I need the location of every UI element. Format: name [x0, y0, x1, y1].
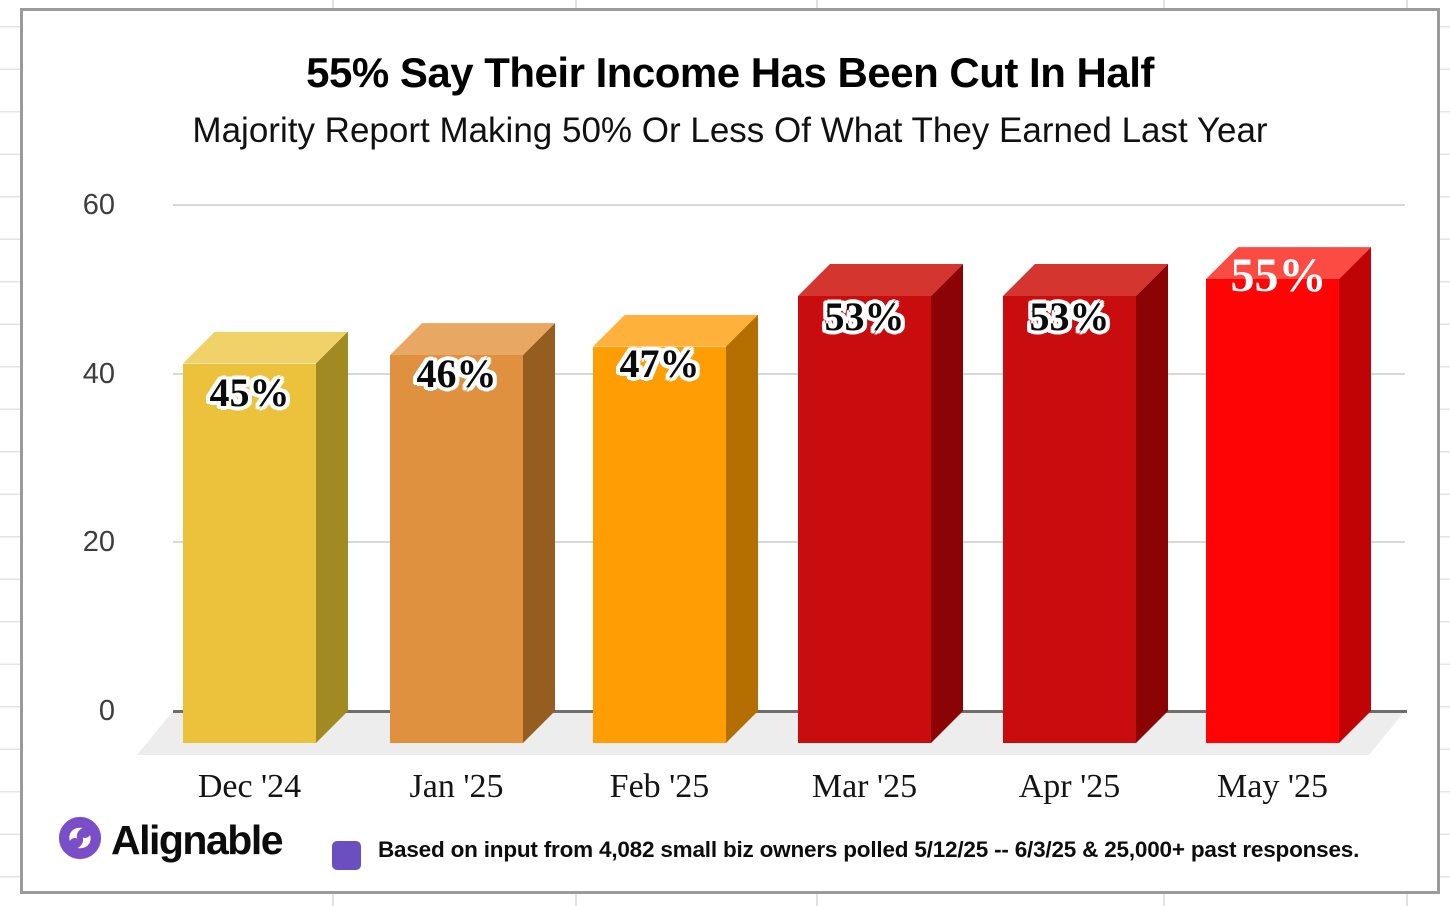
bar-front-face — [1206, 279, 1339, 743]
bar-front-face — [593, 346, 726, 743]
alignable-logotype: Alignable — [111, 817, 284, 863]
floor-shadow — [137, 711, 1405, 755]
bar-value-label: 55% — [1230, 249, 1327, 303]
bar-mar-25 — [798, 264, 963, 743]
bar-top-face — [798, 264, 963, 296]
x-axis-label: May '25 — [1217, 768, 1328, 805]
bar-side-face — [726, 315, 758, 743]
bar-apr-25 — [1003, 264, 1168, 743]
bar-front-face — [798, 296, 931, 743]
bar-value-label: 45% — [209, 369, 290, 415]
bar-front-face — [183, 363, 316, 743]
y-gridline — [173, 204, 1405, 207]
x-axis-line — [173, 710, 1407, 713]
bar-top-face — [593, 315, 758, 347]
y-axis-label: 20 — [82, 526, 115, 559]
bar-feb-25 — [593, 315, 758, 743]
bar-dec-24 — [183, 332, 348, 743]
y-gridline — [173, 372, 1405, 375]
bar-side-face — [523, 323, 555, 743]
bar-side-face — [316, 332, 348, 743]
bar-top-face — [1003, 264, 1168, 296]
chart-title: 55% Say Their Income Has Been Cut In Hal… — [306, 49, 1154, 96]
bar-front-face — [1003, 296, 1136, 743]
bar-front-face — [390, 355, 523, 743]
bar-value-label: 46% — [416, 351, 497, 397]
bar-side-face — [1339, 247, 1371, 743]
bar-top-face — [183, 332, 348, 364]
bar-side-face — [1136, 264, 1168, 743]
bar-value-label: 53% — [1029, 294, 1110, 340]
bar-side-face — [931, 264, 963, 743]
bar-value-label: 47% — [619, 340, 700, 386]
x-axis-label: Feb '25 — [609, 768, 710, 805]
y-axis-label: 0 — [98, 695, 115, 727]
x-axis-label: Dec '24 — [197, 768, 302, 805]
chart-subtitle: Majority Report Making 50% Or Less Of Wh… — [192, 111, 1268, 150]
bar-jan-25 — [390, 323, 555, 743]
bar-top-face — [1206, 247, 1371, 279]
footer-legend-square — [332, 841, 361, 870]
chart-container[interactable]: 55% Say Their Income Has Been Cut In Hal… — [20, 8, 1440, 894]
x-axis-label: Apr '25 — [1018, 768, 1121, 805]
y-axis-label: 60 — [82, 189, 115, 222]
y-gridline — [173, 541, 1405, 544]
alignable-logo-icon — [58, 816, 102, 860]
bar-value-label: 53% — [824, 294, 905, 340]
footer-note: Based on input from 4,082 small biz owne… — [378, 837, 1360, 862]
bar-top-face — [390, 323, 555, 355]
bar-may-25 — [1206, 247, 1371, 743]
x-axis-label: Mar '25 — [811, 768, 918, 805]
y-axis-label: 40 — [82, 357, 115, 390]
x-axis-label: Jan '25 — [409, 768, 504, 805]
